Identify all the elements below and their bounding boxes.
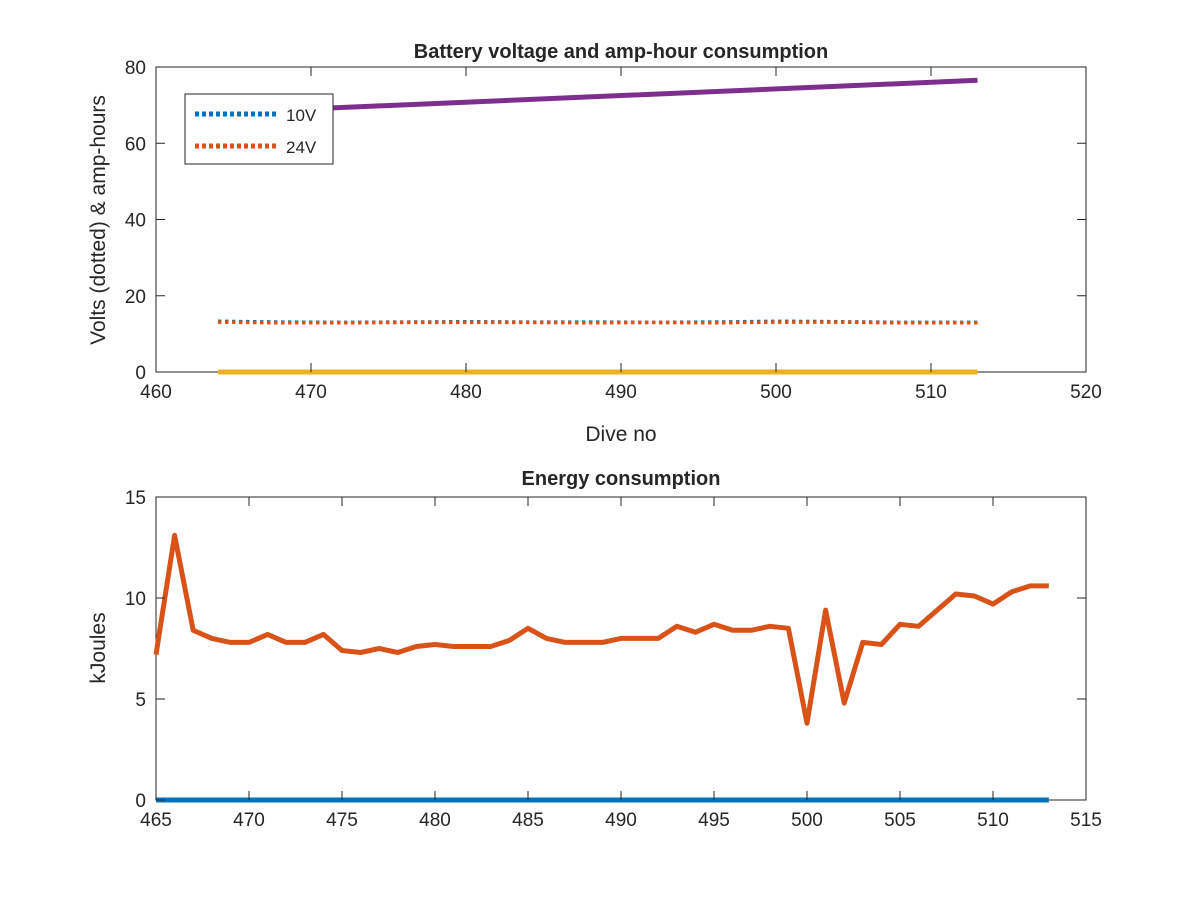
y-tick-label: 0 — [135, 791, 146, 812]
x-tick-label: 480 — [450, 382, 482, 403]
y-axis-label: Volts (dotted) & amp-hours — [87, 95, 110, 345]
x-tick-label: 520 — [1070, 382, 1102, 403]
x-tick-label: 510 — [977, 810, 1009, 831]
x-tick-label: 470 — [233, 810, 265, 831]
x-tick-label: 495 — [698, 810, 730, 831]
x-tick-label: 465 — [140, 810, 172, 831]
legend-label: 24V — [286, 138, 317, 157]
x-tick-label: 500 — [760, 382, 792, 403]
y-tick-label: 15 — [125, 488, 146, 509]
series-line-1 — [153, 532, 1049, 726]
chart-energy-consumption: Energy consumption kJoules 465 470 475 480 4… — [87, 468, 1102, 831]
y-tick-label: 10 — [125, 589, 146, 610]
legend-label: 10V — [286, 106, 317, 125]
y-tick-label: 60 — [125, 134, 146, 155]
axes-box — [155, 496, 1087, 801]
series-line-1 — [217, 320, 978, 325]
legend: 10V 24V — [184, 93, 334, 165]
chart-title: Energy consumption — [522, 468, 721, 490]
x-tick-label: 490 — [605, 382, 637, 403]
x-tick-label: 475 — [326, 810, 358, 831]
y-tick-label: 20 — [125, 287, 146, 308]
y-axis-label: kJoules — [87, 612, 110, 683]
y-tick-label: 5 — [135, 690, 146, 711]
x-tick-label: 490 — [605, 810, 637, 831]
legend-box — [184, 93, 334, 165]
x-tick-label: 515 — [1070, 810, 1102, 831]
plot-area — [155, 66, 1087, 375]
x-tick-label: 510 — [915, 382, 947, 403]
tick-labels: 460 470 480 490 500 510 520 0 20 40 60 80 — [125, 58, 1102, 403]
y-tick-label: 0 — [135, 363, 146, 384]
x-axis-label: Dive no — [585, 423, 656, 446]
x-tick-label: 500 — [791, 810, 823, 831]
x-tick-label: 505 — [884, 810, 916, 831]
chart-battery-voltage: Battery voltage and amp-hour consumption… — [87, 41, 1102, 446]
y-tick-label: 80 — [125, 58, 146, 79]
x-tick-label: 480 — [419, 810, 451, 831]
series-line-3 — [217, 77, 978, 116]
x-tick-label: 470 — [295, 382, 327, 403]
y-tick-label: 40 — [125, 211, 146, 232]
chart-title: Battery voltage and amp-hour consumption — [414, 41, 828, 63]
x-tick-label: 460 — [140, 382, 172, 403]
plot-area — [153, 496, 1087, 803]
x-tick-label: 485 — [512, 810, 544, 831]
